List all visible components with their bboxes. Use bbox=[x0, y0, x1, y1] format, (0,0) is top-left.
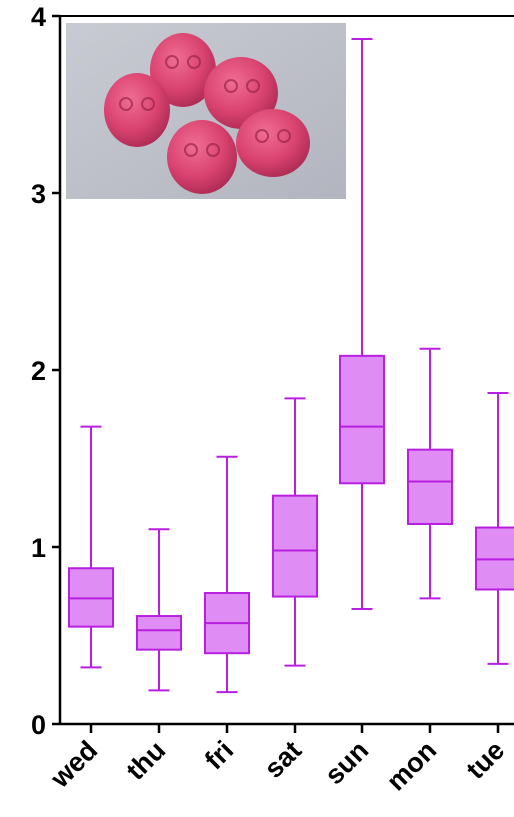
x-tick-label: tue bbox=[460, 735, 510, 785]
x-tick-label: fri bbox=[199, 735, 239, 775]
pill-image bbox=[104, 33, 310, 194]
inset-photo bbox=[66, 23, 346, 199]
box-thu bbox=[136, 528, 182, 692]
box-iqr bbox=[136, 615, 182, 651]
y-tick-label: 4 bbox=[31, 2, 46, 32]
y-tick-label: 3 bbox=[31, 179, 46, 209]
box-iqr bbox=[339, 354, 385, 485]
box-sat bbox=[272, 397, 318, 667]
x-tick-label: sat bbox=[258, 735, 307, 784]
y-tick-label: 0 bbox=[31, 710, 46, 740]
box-wed bbox=[68, 425, 114, 669]
box-iqr bbox=[407, 448, 453, 525]
y-tick-label: 1 bbox=[31, 533, 46, 563]
x-tick-label: sun bbox=[319, 735, 374, 790]
box-tue bbox=[475, 392, 514, 665]
x-tick-label: wed bbox=[44, 735, 103, 794]
box-iqr bbox=[272, 494, 318, 598]
y-tick-label: 2 bbox=[31, 356, 46, 386]
box-mon bbox=[407, 347, 453, 600]
box-sun bbox=[339, 38, 385, 610]
x-tick-label: thu bbox=[120, 735, 171, 786]
plot-area bbox=[68, 38, 514, 694]
box-fri bbox=[204, 455, 250, 694]
x-tick-label: mon bbox=[381, 735, 443, 797]
